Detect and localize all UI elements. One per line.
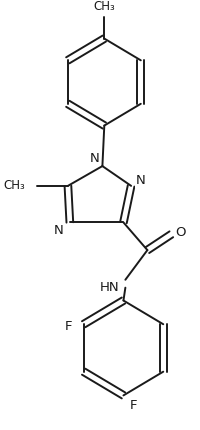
Text: F: F <box>64 320 72 333</box>
Text: O: O <box>175 226 185 239</box>
Text: N: N <box>89 152 99 165</box>
Text: HN: HN <box>100 281 119 294</box>
Text: CH₃: CH₃ <box>3 179 25 192</box>
Text: N: N <box>135 175 145 187</box>
Text: CH₃: CH₃ <box>93 0 115 13</box>
Text: F: F <box>129 399 136 412</box>
Text: N: N <box>53 224 63 237</box>
